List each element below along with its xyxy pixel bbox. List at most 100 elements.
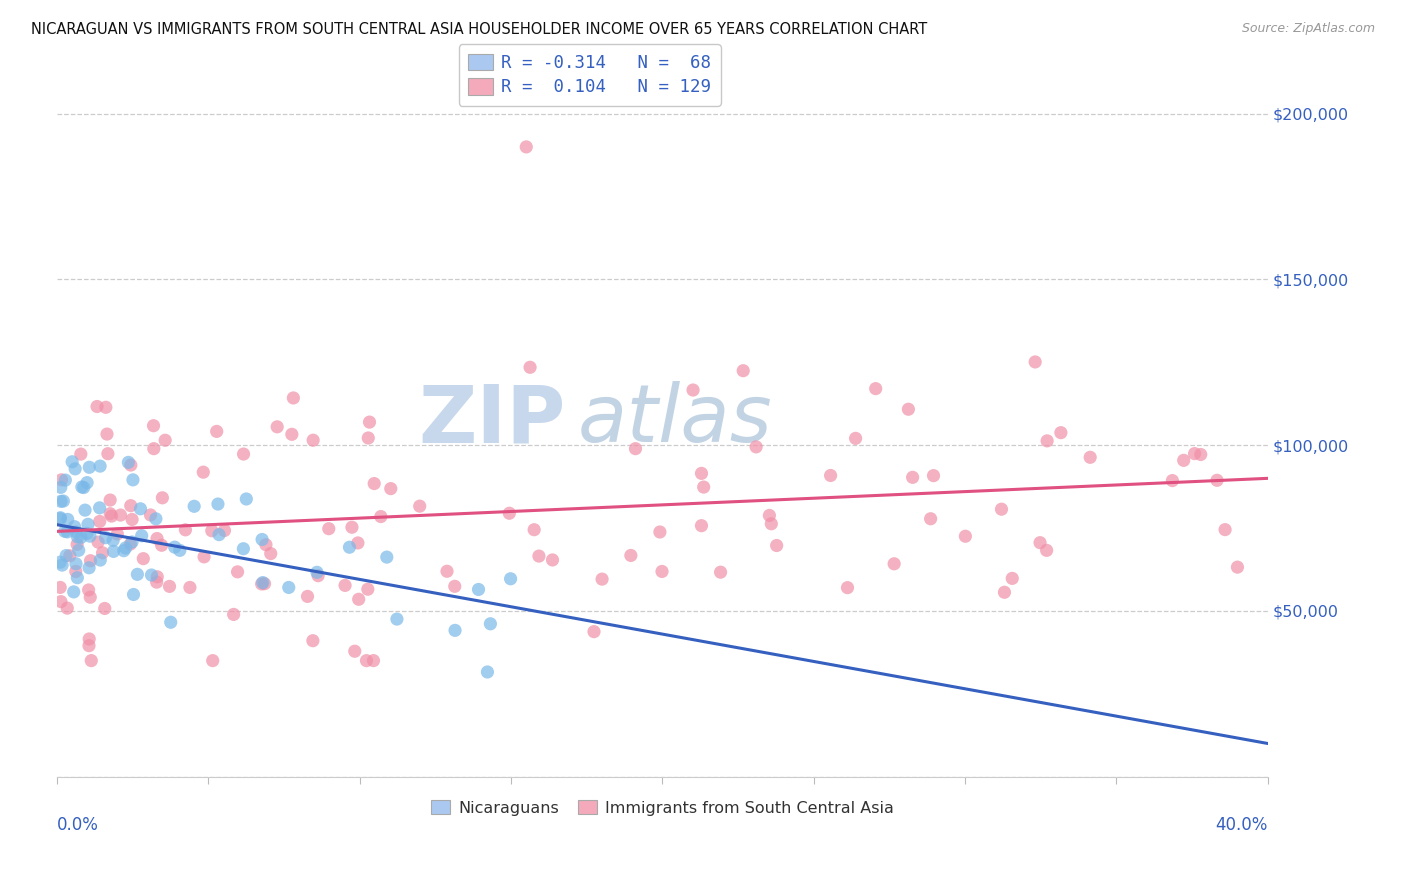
Point [690,467,713,481]
Point [100,509,122,524]
Point [363,654,385,668]
Point [297,590,319,604]
Point [409,499,432,513]
Point [651,565,673,579]
Point [69,447,91,461]
Point [515,140,537,154]
Point [1161,474,1184,488]
Point [153,434,176,448]
Point [339,540,361,554]
Point [820,468,842,483]
Point [96,427,118,442]
Point [363,476,385,491]
Point [356,654,378,668]
Point [60,455,83,469]
Point [765,539,787,553]
Point [901,470,924,484]
Point [1184,447,1206,461]
Point [59,549,82,563]
Point [67,543,90,558]
Point [51,473,73,487]
Text: NICARAGUAN VS IMMIGRANTS FROM SOUTH CENTRAL ASIA HOUSEHOLDER INCOME OVER 65 YEAR: NICARAGUAN VS IMMIGRANTS FROM SOUTH CENT… [31,22,927,37]
Point [97,447,120,461]
Point [252,575,274,590]
Point [49,510,72,524]
Point [1078,450,1101,465]
Point [77,517,100,532]
Point [79,554,101,568]
Point [79,529,101,543]
Point [281,427,304,442]
Point [307,568,329,582]
Point [955,529,977,543]
Point [121,535,143,549]
Point [250,533,273,547]
Point [63,519,86,533]
Point [73,503,96,517]
Point [1024,355,1046,369]
Text: 40.0%: 40.0% [1215,816,1268,834]
Point [380,482,402,496]
Point [733,364,755,378]
Point [318,522,340,536]
Point [56,512,79,526]
Point [79,460,101,475]
Point [1173,453,1195,467]
Point [193,549,215,564]
Point [1029,535,1052,549]
Point [692,480,714,494]
Point [541,553,564,567]
Point [443,579,465,593]
Point [745,440,768,454]
Point [624,442,647,456]
Point [77,561,100,575]
Point [250,577,273,591]
Point [591,572,613,586]
Point [55,549,77,563]
Point [120,499,142,513]
Point [73,481,96,495]
Point [519,360,541,375]
Point [77,582,100,597]
Point [117,455,139,469]
Point [56,524,79,539]
Point [260,547,283,561]
Text: ZIP: ZIP [419,382,565,459]
Point [477,665,499,679]
Point [837,581,859,595]
Point [56,601,79,615]
Point [648,524,671,539]
Point [89,553,111,567]
Point [145,575,167,590]
Point [920,512,942,526]
Text: 0.0%: 0.0% [58,816,98,834]
Point [87,535,110,549]
Point [761,516,783,531]
Point [79,591,101,605]
Point [49,480,72,494]
Point [122,587,145,601]
Point [990,502,1012,516]
Point [527,549,550,563]
Point [86,400,108,414]
Point [49,494,72,508]
Point [370,509,392,524]
Point [65,524,87,539]
Point [682,383,704,397]
Point [1226,560,1249,574]
Point [1189,448,1212,462]
Point [690,518,713,533]
Point [347,536,370,550]
Point [283,391,305,405]
Point [66,537,89,551]
Point [620,549,643,563]
Point [385,612,408,626]
Point [235,491,257,506]
Point [145,512,167,526]
Point [201,654,224,668]
Point [254,538,277,552]
Point [62,585,84,599]
Point [232,541,254,556]
Point [375,550,398,565]
Point [1036,434,1059,448]
